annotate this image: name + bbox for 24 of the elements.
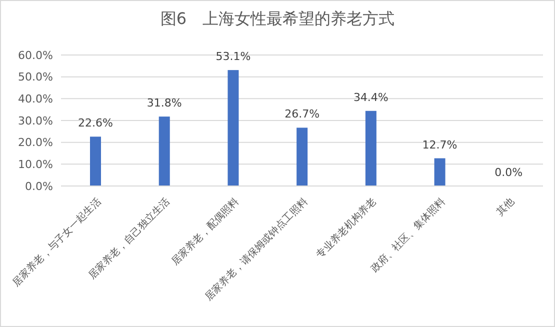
data-label: 53.1% xyxy=(216,50,251,64)
data-label: 12.7% xyxy=(422,138,458,152)
x-tick-label: 其他 xyxy=(494,196,517,218)
data-label: 0.0% xyxy=(494,166,523,179)
bar xyxy=(296,128,308,186)
y-tick-label: 40.0% xyxy=(18,92,53,106)
y-tick-label: 60.0% xyxy=(18,48,53,62)
data-label: 31.8% xyxy=(146,96,182,110)
data-label: 22.6% xyxy=(78,116,113,130)
data-label: 34.4% xyxy=(353,90,388,104)
data-label: 26.7% xyxy=(284,108,320,121)
y-tick-label: 20.0% xyxy=(18,136,53,150)
y-tick-label: 30.0% xyxy=(18,114,53,128)
bar xyxy=(228,70,239,186)
bar xyxy=(158,116,170,186)
bar xyxy=(365,110,376,186)
y-tick-label: 50.0% xyxy=(18,70,53,84)
y-tick-label: 0.0% xyxy=(25,180,53,193)
x-tick-label: 专业养老机构养老 xyxy=(314,196,379,261)
y-tick-label: 10.0% xyxy=(18,158,53,172)
chart-title: 图6 上海女性最希望的养老方式 xyxy=(159,9,396,30)
bar xyxy=(90,136,101,186)
bar xyxy=(434,158,446,186)
x-tick-label: 居家养老，配偶照料 xyxy=(169,196,242,268)
